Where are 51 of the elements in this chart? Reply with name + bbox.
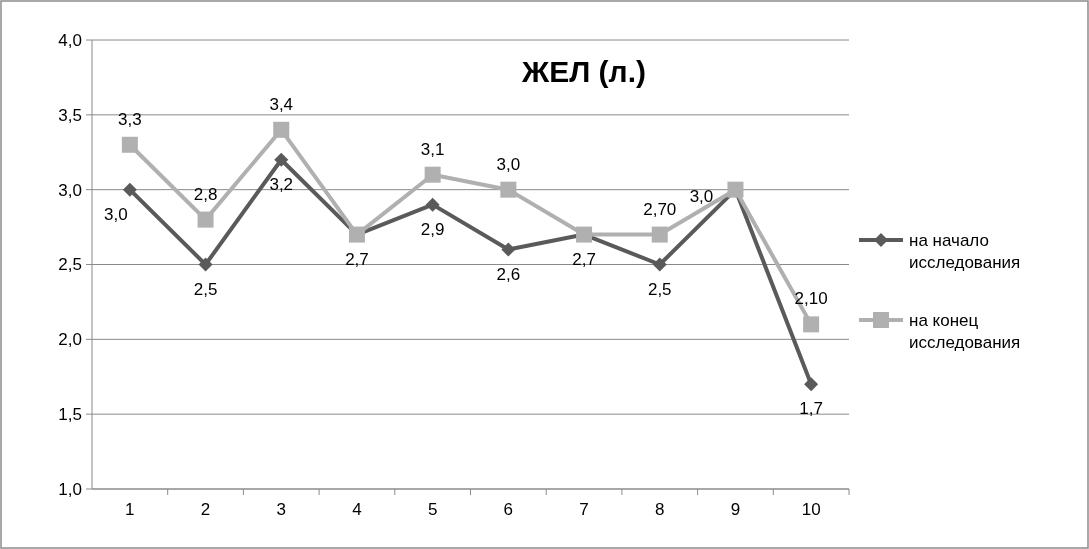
y-tick-label: 3,0: [58, 180, 82, 200]
x-tick-label: 3: [276, 500, 286, 519]
y-tick-label: 4,0: [58, 30, 82, 50]
data-label: 2,7: [572, 249, 596, 269]
x-tick-label: 4: [352, 500, 362, 519]
legend-label: на конец исследования: [909, 310, 1021, 353]
point: [651, 226, 668, 243]
y-tick-label: 1,5: [58, 405, 82, 425]
point: [804, 377, 819, 392]
data-label: 2,5: [193, 279, 218, 299]
data-label: 3,0: [689, 186, 714, 206]
point: [122, 182, 137, 197]
data-label: 3,1: [420, 139, 445, 159]
point: [501, 242, 516, 257]
x-tick-label: 6: [503, 500, 514, 519]
point: [500, 181, 517, 198]
data-label: 2,7: [345, 249, 369, 269]
data-label: 2,6: [496, 264, 521, 284]
point: [652, 257, 667, 272]
data-label: 2,8: [193, 184, 218, 204]
x-tick-label: 10: [801, 500, 821, 519]
data-label: 3,0: [496, 154, 521, 174]
point: [424, 166, 441, 183]
text: ЖЕЛ (л.): [521, 54, 646, 88]
x-tick-label: 2: [200, 500, 211, 519]
x-tick-label: 5: [427, 500, 438, 519]
point: [121, 136, 138, 153]
data-label: 2,10: [794, 289, 828, 309]
legend-label: на начало исследования: [909, 230, 1021, 273]
x-tick-label: 8: [655, 500, 665, 519]
data-label: 2,70: [643, 199, 677, 219]
point: [273, 121, 290, 138]
y-tick-label: 2,0: [58, 330, 82, 350]
x-tick-label: 9: [730, 500, 741, 519]
data-label: 1,7: [799, 399, 823, 419]
point: [198, 257, 213, 272]
data-label: 3,0: [104, 204, 128, 224]
data-label: 2,5: [647, 279, 672, 299]
y-tick-label: 3,5: [58, 105, 82, 125]
data-label: 3,3: [118, 109, 142, 129]
point: [425, 197, 440, 212]
data-label: 3,4: [269, 94, 294, 114]
y-tick-label: 2,5: [58, 255, 82, 275]
data-label: 3,2: [269, 174, 294, 194]
y-tick-label: 1,0: [58, 479, 82, 499]
point: [274, 152, 289, 167]
point: [803, 316, 820, 333]
x-tick-label: 7: [579, 500, 589, 519]
x-tick-label: 1: [125, 500, 135, 519]
point: [197, 211, 214, 228]
data-label: 2,9: [420, 219, 445, 239]
